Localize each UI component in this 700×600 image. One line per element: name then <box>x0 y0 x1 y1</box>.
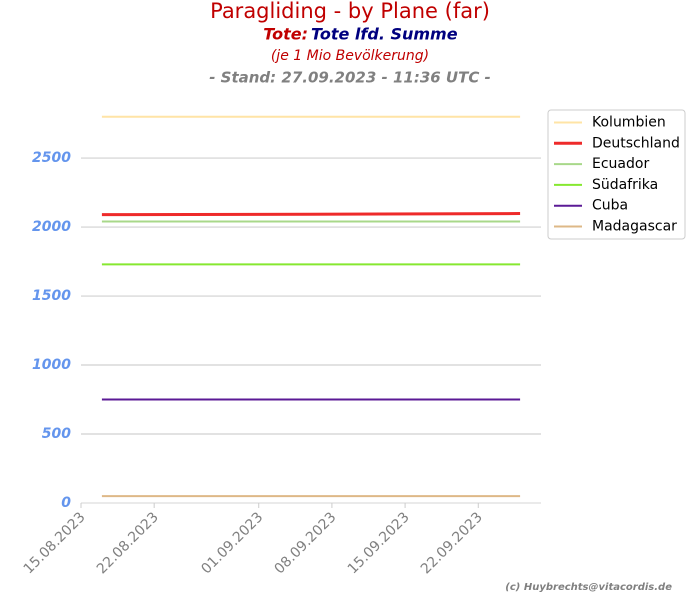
legend-label: Madagascar <box>592 219 677 235</box>
y-tick-label: 0 <box>61 495 71 511</box>
x-tick-label: 01.09.2023 <box>198 509 266 577</box>
legend-box <box>547 109 686 240</box>
x-tick-label: 22.08.2023 <box>94 509 162 577</box>
chart-title: Paragliding - by Plane (far) <box>210 0 490 23</box>
x-tick-label: 15.09.2023 <box>345 509 413 577</box>
legend-label: Deutschland <box>592 135 680 151</box>
x-tick-label: 08.09.2023 <box>272 509 340 577</box>
series-line <box>101 212 521 217</box>
x-tick-label: 22.09.2023 <box>418 509 486 577</box>
legend-label: Ecuador <box>592 156 649 172</box>
y-tick-label: 2500 <box>32 150 71 166</box>
subtitle2: (je 1 Mio Bevölkerung) <box>271 48 429 64</box>
legend-label: Cuba <box>592 198 628 214</box>
credit: (c) Huybrechts@vitacordis.de <box>505 582 672 593</box>
y-tick-label: 500 <box>42 426 71 442</box>
legend-label: Südafrika <box>592 177 658 193</box>
x-tick-label: 15.08.2023 <box>21 509 89 577</box>
legend-label: Kolumbien <box>592 115 666 131</box>
y-tick-label: 1500 <box>32 288 71 304</box>
y-tick-label: 1000 <box>32 357 71 373</box>
y-tick-label: 2000 <box>32 219 71 235</box>
subtitle-label: Tote: <box>263 25 308 44</box>
subtitle3: - Stand: 27.09.2023 - 11:36 UTC - <box>209 69 491 87</box>
subtitle: Tote lfd. Summe <box>311 25 458 44</box>
